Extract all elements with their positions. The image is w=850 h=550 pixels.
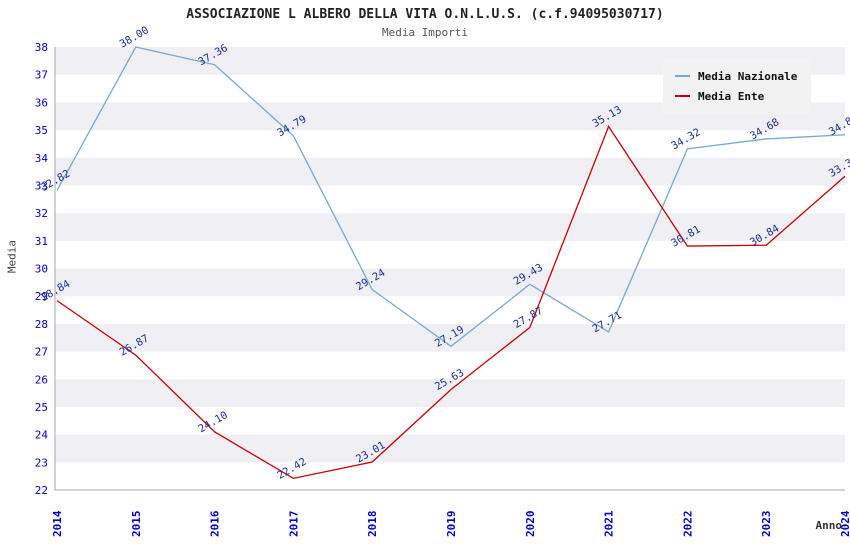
legend-item-media-nazionale: Media Nazionale bbox=[675, 66, 797, 86]
svg-text:35: 35 bbox=[35, 124, 48, 137]
chart-title: ASSOCIAZIONE L ALBERO DELLA VITA O.N.L.U… bbox=[186, 7, 664, 22]
svg-text:33: 33 bbox=[35, 179, 48, 192]
svg-text:30: 30 bbox=[35, 263, 48, 276]
grid-bands bbox=[55, 47, 845, 490]
svg-text:2022: 2022 bbox=[681, 511, 694, 538]
svg-text:2014: 2014 bbox=[51, 510, 64, 537]
y-axis-label: Media bbox=[5, 239, 19, 274]
svg-text:29: 29 bbox=[35, 290, 48, 303]
chart-subtitle: Media Importi bbox=[381, 26, 469, 39]
legend-label-media-nazionale: Media Nazionale bbox=[698, 69, 798, 83]
x-axis-label: Anno bbox=[815, 519, 843, 532]
svg-text:2021: 2021 bbox=[603, 510, 616, 537]
svg-text:24: 24 bbox=[35, 429, 49, 442]
svg-text:2019: 2019 bbox=[445, 511, 458, 538]
series-line-media-ente bbox=[56, 125, 846, 480]
chart-legend: Media Nazionale Media Ente bbox=[663, 58, 812, 114]
svg-text:34: 34 bbox=[35, 152, 49, 165]
svg-text:27: 27 bbox=[35, 346, 48, 359]
svg-text:23: 23 bbox=[35, 456, 48, 469]
svg-text:2017: 2017 bbox=[287, 511, 300, 538]
svg-text:31: 31 bbox=[35, 235, 48, 248]
x-axis-tick-labels: 2014 2015 2016 2017 2018 2019 2020 2021 2022 2023… bbox=[51, 510, 850, 537]
svg-text:37: 37 bbox=[35, 69, 48, 82]
series-line-media-nazionale bbox=[56, 46, 846, 348]
svg-text:36: 36 bbox=[35, 96, 48, 109]
legend-label-media-ente: Media Ente bbox=[698, 89, 765, 103]
svg-text:2023: 2023 bbox=[760, 511, 773, 538]
svg-text:32: 32 bbox=[35, 207, 48, 220]
svg-text:2015: 2015 bbox=[130, 511, 143, 538]
svg-text:22: 22 bbox=[35, 484, 48, 497]
legend-item-media-ente: Media Ente bbox=[675, 86, 797, 106]
svg-text:2024: 2024 bbox=[839, 510, 850, 537]
svg-text:26: 26 bbox=[35, 373, 48, 386]
axes bbox=[54, 47, 845, 491]
svg-text:28: 28 bbox=[35, 318, 48, 331]
legend-line-swatch-ente bbox=[675, 95, 690, 97]
svg-text:25: 25 bbox=[35, 401, 48, 414]
svg-text:38: 38 bbox=[35, 41, 48, 54]
y-axis-tick-labels: 22 23 24 25 26 27 28 29 30 31 32 33 34 35 36 37 38 bbox=[35, 41, 49, 497]
svg-text:2018: 2018 bbox=[366, 511, 379, 538]
svg-text:2020: 2020 bbox=[524, 511, 537, 538]
legend-line-swatch-nazionale bbox=[675, 75, 690, 77]
svg-text:2016: 2016 bbox=[209, 510, 222, 537]
